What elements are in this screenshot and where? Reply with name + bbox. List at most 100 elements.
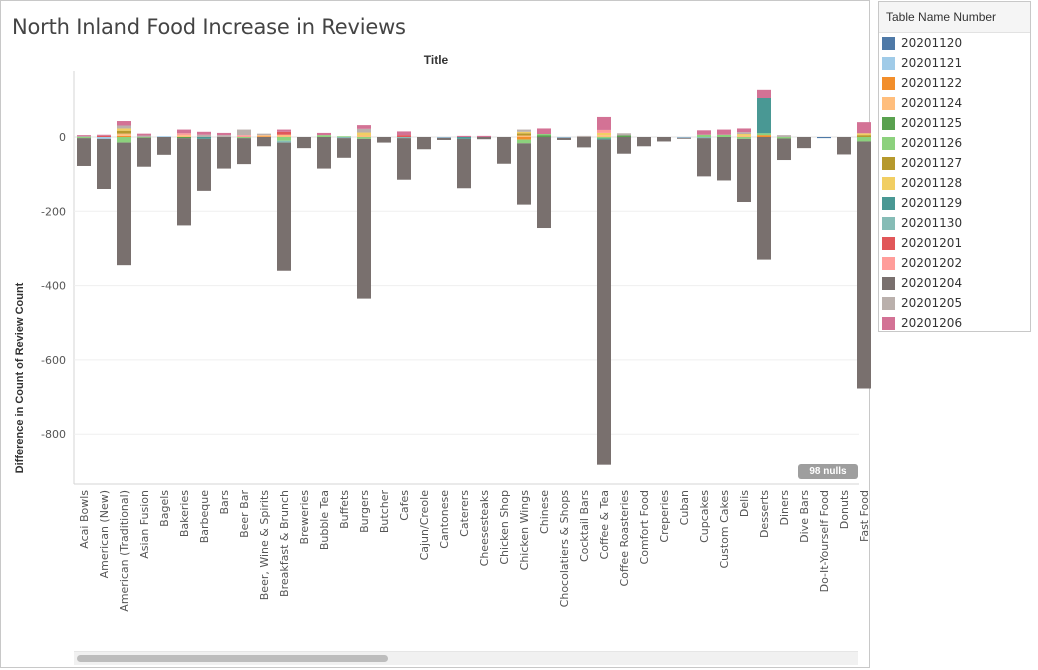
- bar-segment: [457, 137, 471, 139]
- bar-segment: [677, 137, 691, 139]
- x-tick-label: Creperies: [658, 490, 671, 543]
- x-tick-label: Coffee & Tea: [598, 490, 611, 559]
- bar-segment: [517, 139, 531, 144]
- legend-item[interactable]: 20201202: [882, 255, 962, 271]
- bar-segment: [117, 125, 131, 129]
- bar-segment: [117, 130, 131, 134]
- legend-item[interactable]: 20201121: [882, 55, 962, 71]
- legend-item[interactable]: 20201125: [882, 115, 962, 131]
- x-tick-label: Desserts: [758, 490, 771, 538]
- bar-segment: [477, 135, 491, 137]
- x-tick-label: Delis: [738, 490, 751, 517]
- bar-segment: [537, 128, 551, 135]
- bar-segment: [197, 138, 211, 191]
- legend-label: 20201130: [901, 216, 963, 230]
- bar-segment: [97, 134, 111, 136]
- x-tick-label: Breweries: [298, 490, 311, 545]
- bar-segment: [117, 137, 131, 143]
- x-tick-label: Dive Bars: [798, 490, 811, 543]
- chart-panel: North Inland Food Increase in Reviews Ti…: [0, 0, 871, 668]
- x-tick-label: Breakfast & Brunch: [278, 490, 291, 597]
- bar-segment: [197, 134, 211, 137]
- legend-swatch: [882, 76, 895, 90]
- bar-segment: [257, 135, 271, 137]
- legend-item[interactable]: 20201130: [882, 215, 962, 231]
- legend-label: 20201125: [901, 116, 963, 130]
- legend-label: 20201129: [901, 196, 963, 210]
- bar-segment: [777, 137, 791, 139]
- x-tick-label: Chinese: [538, 490, 551, 534]
- legend-item[interactable]: 20201204: [882, 275, 962, 291]
- bar-segment: [637, 137, 651, 147]
- bar-segment: [357, 128, 371, 133]
- bar-segment: [377, 137, 391, 143]
- x-tick-label: Custom Cakes: [718, 490, 731, 569]
- bar-segment: [137, 133, 151, 136]
- legend-item[interactable]: 20201129: [882, 195, 962, 211]
- x-tick-label: Comfort Food: [638, 490, 651, 564]
- bar-segment: [277, 140, 291, 143]
- legend-item[interactable]: 20201128: [882, 175, 962, 191]
- chart-title: North Inland Food Increase in Reviews: [12, 15, 406, 39]
- bar-segment: [397, 131, 411, 136]
- x-tick-label: Cocktail Bars: [578, 490, 591, 562]
- bar-segment: [857, 122, 871, 134]
- bar-segment: [157, 137, 171, 155]
- bar-segment: [457, 135, 471, 137]
- bar-segment: [737, 137, 751, 139]
- legend-item[interactable]: 20201206: [882, 315, 962, 331]
- legend-item[interactable]: 20201201: [882, 235, 962, 251]
- nulls-indicator[interactable]: 98 nulls: [798, 464, 858, 479]
- bar-segment: [737, 135, 751, 137]
- legend-label: 20201206: [901, 316, 963, 330]
- bar-segment: [117, 135, 131, 137]
- scrollbar-thumb[interactable]: [77, 655, 388, 662]
- bar-segment: [357, 135, 371, 137]
- bar-segment: [237, 138, 251, 165]
- bar-segment: [357, 138, 371, 299]
- y-tick-label: -800: [41, 428, 66, 441]
- x-tick-label: Bakeries: [178, 490, 191, 537]
- legend-swatch: [882, 96, 895, 110]
- bar-segment: [597, 129, 611, 133]
- legend-label: 20201120: [901, 36, 963, 50]
- bar-segment: [557, 137, 571, 138]
- legend-item[interactable]: 20201127: [882, 155, 962, 171]
- bar-segment: [757, 89, 771, 98]
- bar-segment: [717, 129, 731, 135]
- x-tick-label: Bubble Tea: [318, 490, 331, 550]
- legend-item[interactable]: 20201120: [882, 35, 962, 51]
- legend-item[interactable]: 20201126: [882, 135, 962, 151]
- bar-segment: [597, 116, 611, 130]
- legend-item[interactable]: 20201122: [882, 75, 962, 91]
- legend-label: 20201204: [901, 276, 963, 290]
- x-tick-label: Barbeque: [198, 490, 211, 544]
- bar-segment: [697, 138, 711, 177]
- bar-segment: [597, 135, 611, 137]
- bar-segment: [597, 139, 611, 465]
- legend: Table Name Number 20201120 20201121 202011…: [878, 1, 1031, 332]
- horizontal-scrollbar[interactable]: [74, 651, 858, 665]
- x-tick-label: Asian Fusion: [138, 490, 151, 559]
- bar-segment: [697, 134, 711, 137]
- bar-segment: [357, 137, 371, 139]
- bar-segment: [517, 129, 531, 132]
- legend-swatch: [882, 276, 895, 290]
- legend-item[interactable]: 20201124: [882, 95, 962, 111]
- bar-segment: [697, 130, 711, 135]
- bar-segment: [717, 134, 731, 137]
- bar-segment: [337, 137, 351, 139]
- legend-item[interactable]: 20201205: [882, 295, 962, 311]
- bar-segment: [317, 132, 331, 136]
- legend-swatch: [882, 116, 895, 130]
- bar-segment: [737, 128, 751, 133]
- bar-segment: [197, 137, 211, 139]
- y-tick-label: -200: [41, 205, 66, 218]
- bar-segment: [257, 133, 271, 136]
- bar-segment: [777, 138, 791, 161]
- x-tick-label: American (Traditional): [118, 490, 131, 612]
- legend-swatch: [882, 216, 895, 230]
- bar-segment: [77, 135, 91, 137]
- bar-segment: [237, 135, 251, 137]
- x-tick-label: Chicken Shop: [498, 490, 511, 565]
